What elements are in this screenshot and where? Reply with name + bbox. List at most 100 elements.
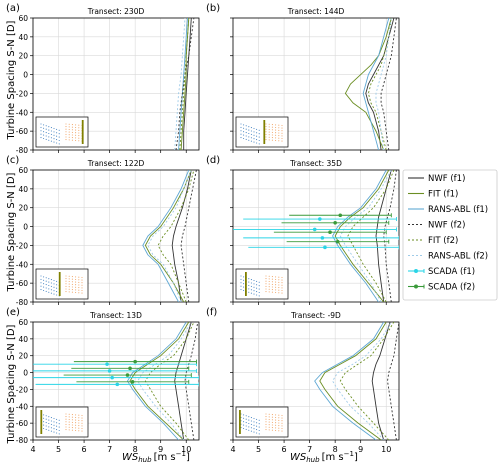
inset-map [235,268,289,300]
inset-turbine-right [65,278,67,280]
plot-frame [32,321,200,441]
series-line-fit_f2 [144,322,195,440]
inset-turbine-left [43,124,45,126]
inset-turbine-right [75,429,77,432]
inset-map [35,268,89,300]
inset-turbine-right [268,424,270,426]
inset-turbine-right [268,280,270,283]
inset-turbine-right [281,420,283,422]
inset-turbine-left [253,127,255,130]
inset-turbine-right [81,292,83,294]
inset-turbine-left [256,132,258,134]
y-tick-label: 40 [18,335,28,344]
inset-turbine-right [265,421,267,423]
inset-turbine-right [275,278,277,281]
inset-turbine-right [268,126,270,128]
inset-turbine-right [275,419,277,421]
series-line-fit_f2 [179,18,190,150]
inset-turbine-right [78,422,80,424]
y-tick-label: 0 [23,71,28,80]
x-axis-label-left: WShub [m s−1] [122,450,190,464]
inset-turbine-left [45,428,47,430]
y-tick-label: -80 [16,146,28,155]
inset-turbine-right [81,427,83,430]
inset-turbine-right [75,427,77,429]
inset-turbine-right [71,286,73,288]
inset-turbine-left [50,292,52,294]
inset-turbine-right [75,422,77,424]
inset-turbine-left [40,289,42,291]
inset-turbine-right [78,279,80,281]
inset-turbine-left [56,418,58,420]
panel-letter: (e) [6,307,20,318]
inset-turbine-left [250,423,252,425]
legend-entry: RANS-ABL (f2) [408,252,488,262]
inset-turbine-left [256,291,258,293]
inset-turbine-right [268,131,270,133]
inset-turbine-left [248,291,250,293]
inset-turbine-right [278,425,280,427]
inset-turbine-left [45,125,47,127]
inset-turbine-right [268,429,270,431]
inset-turbine-left [250,285,252,287]
series-line-fit_f1 [344,18,392,150]
inset-turbine-right [78,289,80,291]
series-line-nwf_f1 [365,18,395,150]
inset-turbine-left [40,133,42,135]
inset-turbine-left [250,289,252,291]
x-tick-label: 6 [82,445,87,454]
inset-turbine-right [271,131,273,133]
inset-turbine-left [50,427,52,429]
legend-entry: SCADA (f2) [408,283,475,293]
inset-turbine-right [68,429,70,431]
inset-turbine-right [68,134,70,136]
inset-turbine-left [53,138,55,140]
inset-turbine-left [258,291,260,294]
inset-turbine-right [71,124,73,126]
inset-turbine-left [56,294,58,296]
inset-turbine-right [275,424,277,426]
inset-turbine-right [275,429,277,432]
scada-point-f1 [323,245,327,250]
inset-turbine-right [75,284,77,286]
inset-turbine-right [65,123,67,125]
inset-turbine-right [278,124,280,126]
inset-turbine-left [48,129,50,131]
inset-turbine-left [58,433,60,435]
inset-turbine-right [278,129,280,131]
inset-turbine-right [278,417,280,419]
inset-turbine-left [258,133,260,135]
inset-turbine-left [48,132,50,135]
y-tick-label: -60 [16,279,28,288]
inset-frame [35,268,89,300]
inset-turbine-right [281,135,283,137]
inset-turbine-right [271,424,273,426]
inset-turbine-right [271,416,273,418]
inset-turbine-left [40,126,42,128]
inset-turbine-left [48,126,50,128]
panel-letter: (b) [206,3,220,14]
inset-turbine-left [248,126,250,128]
inset-turbine-left [256,422,258,424]
inset-turbine-right [278,137,280,139]
inset-turbine-left [243,286,245,288]
svg-text:WShub[m s−1]: WShub [m s−1] [122,450,190,464]
panel-0: (a) Transect: 230D -80 -60 -40 -20 0 20 40 60 [6,3,200,155]
inset-turbine-left [58,136,60,138]
series-line-nwf_f1 [183,18,192,150]
inset-turbine-right [278,287,280,289]
series-line-fit_f2 [157,170,195,302]
series-line-nwf_f1 [375,170,392,302]
inset-turbine-left [58,429,60,432]
inset-turbine-right [78,137,80,139]
inset-turbine-right [275,129,277,131]
inset-turbine-left [48,291,50,293]
series-line-fit_f1 [319,322,387,440]
inset-turbine-left [243,131,245,133]
inset-turbine-right [65,423,67,425]
inset-turbine-right [78,135,80,137]
inset-turbine-left [253,428,255,430]
inset-turbine-left [50,279,52,281]
inset-turbine-right [68,288,70,290]
